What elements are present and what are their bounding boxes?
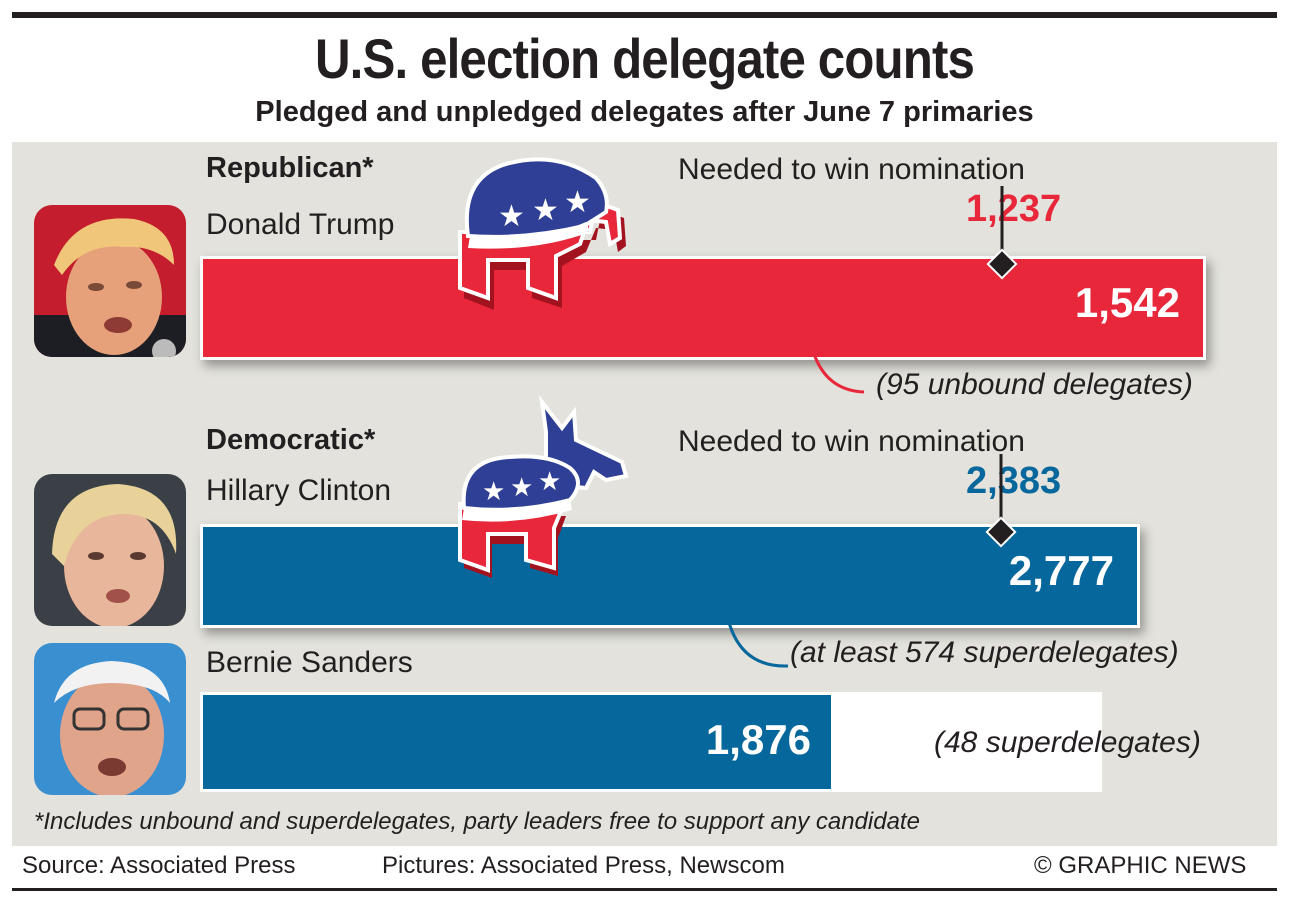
sanders-photo bbox=[34, 643, 186, 795]
svg-text:★: ★ bbox=[510, 473, 533, 503]
trump-bar bbox=[200, 256, 1206, 360]
republican-threshold-marker bbox=[986, 186, 1018, 280]
trump-note: (95 unbound delegates) bbox=[876, 368, 1193, 401]
trump-note-arrow bbox=[796, 314, 865, 394]
chart-title: U.S. election delegate counts bbox=[314, 27, 975, 90]
copyright: © GRAPHIC NEWS bbox=[1034, 852, 1247, 879]
source-credit: Source: Associated Press bbox=[22, 852, 296, 879]
republican-needed-label: Needed to win nomination bbox=[678, 153, 1025, 186]
clinton-photo bbox=[34, 474, 186, 626]
trump-photo bbox=[34, 205, 186, 357]
republican-party-label: Republican* bbox=[206, 152, 374, 184]
democratic-threshold-marker bbox=[985, 454, 1018, 548]
svg-text:★: ★ bbox=[564, 185, 591, 220]
trump-value-label: 1,542 bbox=[1074, 279, 1180, 326]
donkey-icon: ★ ★ ★ bbox=[458, 394, 629, 578]
democratic-party-label: Democratic* bbox=[206, 424, 376, 456]
democratic-needed-value: 2,383 bbox=[966, 460, 1062, 502]
top-rule bbox=[12, 12, 1277, 18]
svg-text:★: ★ bbox=[532, 193, 559, 228]
svg-text:★: ★ bbox=[498, 199, 525, 234]
svg-text:★: ★ bbox=[482, 477, 505, 507]
chart-subtitle: Pledged and unpledged delegates after Ju… bbox=[255, 96, 1034, 128]
bottom-rule bbox=[12, 888, 1277, 891]
sanders-name: Bernie Sanders bbox=[206, 646, 413, 679]
democratic-needed-label: Needed to win nomination bbox=[678, 425, 1025, 458]
republican-needed-value: 1,237 bbox=[966, 188, 1062, 230]
clinton-note: (at least 574 superdelegates) bbox=[790, 636, 1179, 669]
footnote: *Includes unbound and superdelegates, pa… bbox=[34, 808, 920, 835]
trump-name: Donald Trump bbox=[206, 208, 395, 241]
clinton-value-label: 2,777 bbox=[1008, 547, 1114, 594]
sanders-bar bbox=[203, 695, 831, 789]
sanders-value-label: 1,876 bbox=[705, 716, 811, 763]
svg-text:★: ★ bbox=[538, 467, 561, 497]
elephant-icon: ★ ★ ★ bbox=[458, 157, 626, 310]
clinton-name: Hillary Clinton bbox=[206, 474, 392, 507]
clinton-note-arrow bbox=[712, 580, 789, 668]
sanders-note: (48 superdelegates) bbox=[934, 726, 1201, 759]
clinton-bar bbox=[200, 524, 1140, 628]
pictures-credit: Pictures: Associated Press, Newscom bbox=[382, 852, 785, 879]
